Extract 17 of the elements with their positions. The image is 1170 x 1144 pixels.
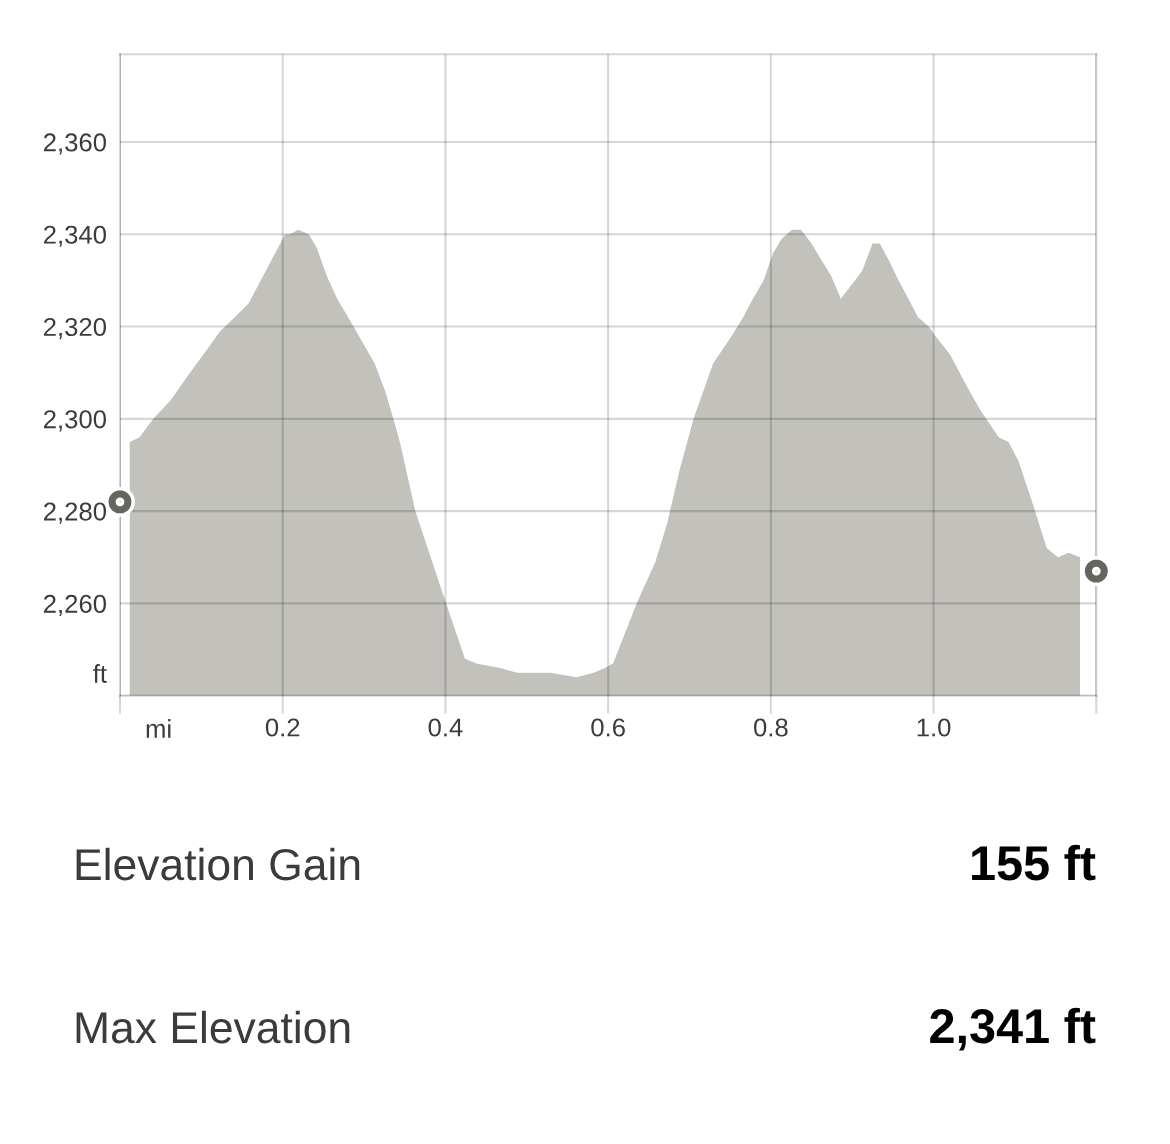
y-tick-label: 2,280 (44, 502, 106, 524)
x-tick-label: 1.0 (917, 718, 951, 737)
text: 155 ft (972, 844, 1096, 881)
x-axis-title: mi (146, 719, 171, 738)
y-tick-label: 2,260 (44, 594, 106, 617)
y-tick-label: 2,360 (44, 133, 106, 155)
x-tick-label: 0.2 (265, 718, 300, 737)
y-tick-label: 2,340 (44, 225, 106, 247)
y-axis-title: ft (93, 664, 107, 683)
x-tick-label: 0.6 (591, 718, 625, 737)
y-tick-label: 2,300 (44, 410, 106, 432)
text: 2,341 ft (930, 1007, 1096, 1051)
y-tick-label: 2,320 (44, 317, 106, 340)
x-tick-label: 0.4 (428, 718, 463, 737)
text: Elevation Gain (76, 847, 360, 881)
x-tick-label: 0.8 (754, 718, 788, 737)
text: Max Elevation (76, 1010, 350, 1044)
